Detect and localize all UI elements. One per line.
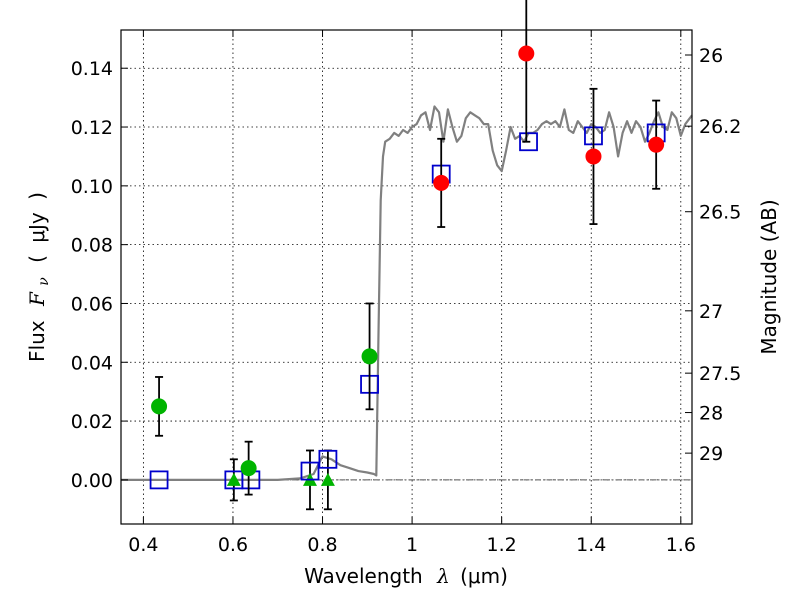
- y2-tick-label: 26: [699, 45, 723, 67]
- x-tick-label: 1.2: [487, 534, 517, 556]
- y2-tick-label: 26.2: [699, 116, 741, 138]
- y2-tick-label: 29: [699, 443, 723, 465]
- y-axis-label-unit-open: (: [25, 255, 49, 263]
- plot-frame: [120, 29, 693, 525]
- y-tick-label: 0.02: [71, 411, 113, 433]
- detection-red-point: [585, 148, 602, 165]
- y2-tick-label: 26.5: [699, 202, 741, 224]
- detection-red-point: [648, 136, 665, 153]
- y-tick-label: 0.12: [71, 117, 113, 139]
- detection-red-point: [433, 174, 450, 191]
- x-tick-label: 0.8: [307, 534, 337, 556]
- y-tick-label: 0.08: [71, 235, 113, 257]
- y-axis-label-symbol: F: [25, 291, 49, 307]
- y2-tick-label: 27.5: [699, 363, 741, 385]
- model-band-square: [300, 461, 320, 481]
- y-tick-label: 0.14: [71, 58, 113, 80]
- x-axis-label-text: Wavelength: [304, 564, 423, 588]
- x-axis-label: Wavelength λ (μm): [304, 564, 508, 588]
- y-axis-label: Flux F ν ( μJy ): [25, 192, 53, 362]
- x-tick-label: 1: [406, 534, 418, 556]
- detection-green-point: [151, 398, 168, 415]
- detection-green-point: [240, 460, 257, 477]
- x-tick-label: 0.6: [218, 534, 248, 556]
- x-tick-label: 0.4: [128, 534, 158, 556]
- x-axis-label-unit: (μm): [460, 564, 508, 588]
- x-tick-label: 1.6: [666, 534, 696, 556]
- ticks: 0.4 0.6 0.8 1 1.2 1.4 1.6 0.00 0.02 0.04 0.06 0.08 0…: [71, 30, 741, 556]
- upper-limit-triangle: [320, 472, 335, 486]
- detection-green-point: [361, 348, 378, 365]
- y2-axis-label: Magnitude (AB): [757, 199, 781, 354]
- y2-tick-label: 28: [699, 403, 723, 425]
- y-tick-label: 0.10: [71, 176, 113, 198]
- model-band-square: [318, 449, 338, 469]
- y-tick-label: 0.04: [71, 352, 113, 374]
- x-tick-label: 1.4: [576, 534, 606, 556]
- y-axis-label-subscript: ν: [36, 277, 52, 286]
- detection-red-point: [518, 45, 535, 62]
- y-tick-label: 0.00: [71, 470, 113, 492]
- y-tick-label: 0.06: [71, 293, 113, 315]
- model-band-square: [519, 132, 538, 152]
- markers-layer: [149, 0, 666, 511]
- model-spectrum-line: [121, 105, 693, 481]
- upper-limit-triangle: [226, 472, 241, 486]
- y2-tick-label: 27: [699, 301, 723, 323]
- y-axis-label-text: Flux: [25, 320, 49, 362]
- model-band-square: [149, 470, 169, 490]
- x-axis-label-symbol: λ: [436, 564, 450, 588]
- y-axis-label-unit: μJy: [25, 212, 49, 243]
- y-axis-label-unit-close: ): [25, 192, 49, 200]
- grid: [121, 30, 692, 524]
- model-spectrum-layer: [121, 105, 693, 481]
